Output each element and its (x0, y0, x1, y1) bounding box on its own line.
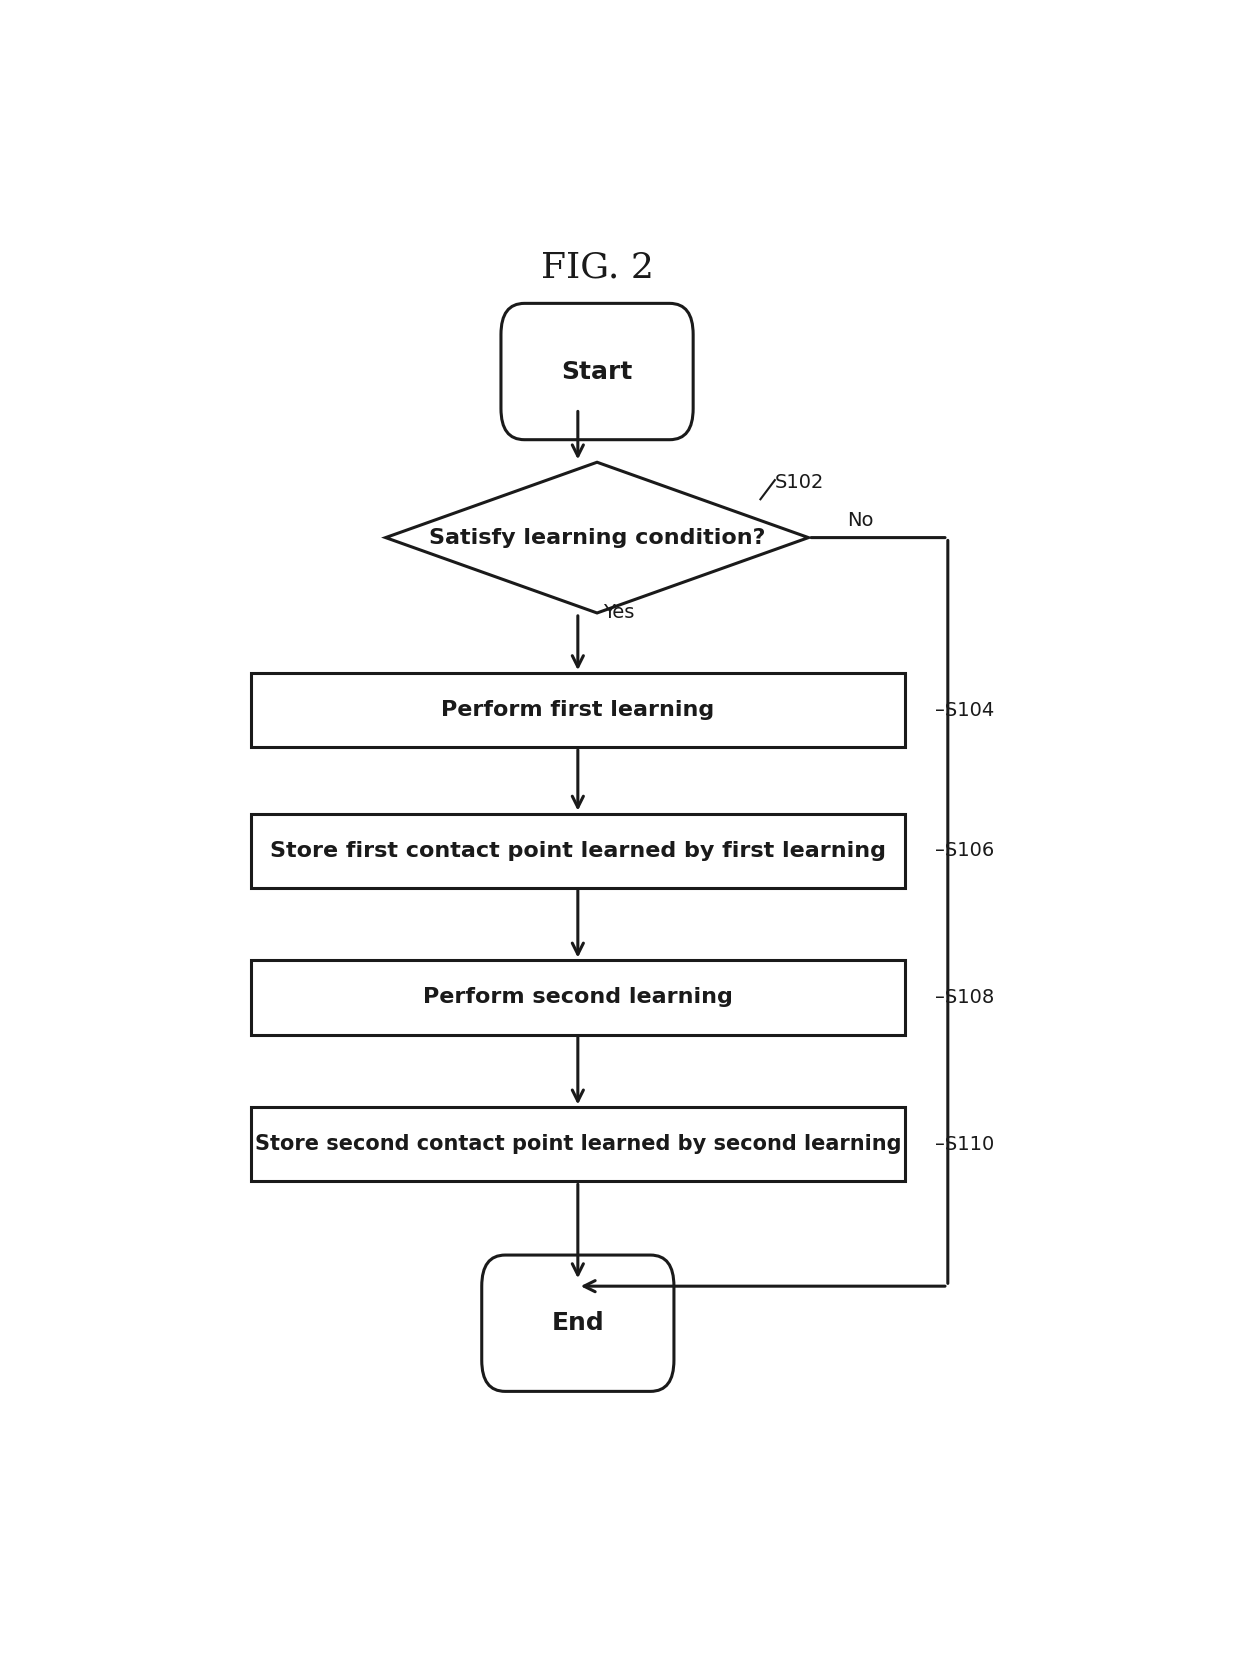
Bar (250, 1107, 904, 1181)
Text: –S104: –S104 (935, 700, 994, 720)
Text: Start: Start (562, 360, 632, 383)
Text: No: No (847, 511, 873, 531)
Text: S102: S102 (775, 473, 825, 493)
Bar (250, 674, 904, 747)
Text: –S110: –S110 (935, 1135, 994, 1155)
Text: –S108: –S108 (935, 989, 994, 1007)
Text: Satisfy learning condition?: Satisfy learning condition? (429, 528, 765, 547)
Text: Store second contact point learned by second learning: Store second contact point learned by se… (254, 1135, 901, 1155)
Text: –S106: –S106 (935, 841, 994, 859)
Text: FIG. 2: FIG. 2 (541, 251, 653, 284)
Text: Perform second learning: Perform second learning (423, 987, 733, 1007)
Polygon shape (386, 463, 808, 612)
FancyBboxPatch shape (481, 1256, 675, 1392)
Text: Store first contact point learned by first learning: Store first contact point learned by fir… (270, 841, 885, 861)
Text: Perform first learning: Perform first learning (441, 700, 714, 720)
Text: Yes: Yes (603, 604, 634, 622)
Bar (250, 813, 904, 888)
Text: End: End (552, 1311, 604, 1335)
Bar (250, 961, 904, 1035)
FancyBboxPatch shape (501, 304, 693, 440)
